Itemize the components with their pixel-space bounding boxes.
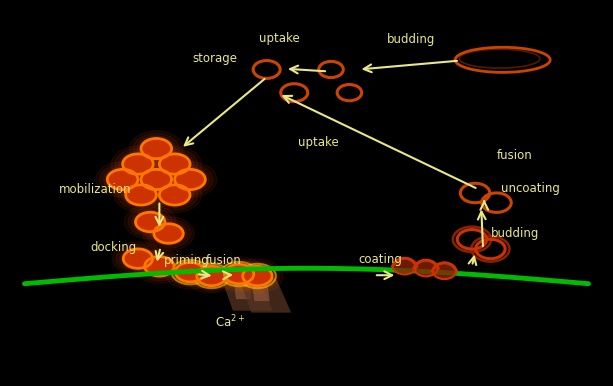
Polygon shape xyxy=(239,278,291,313)
Ellipse shape xyxy=(126,185,156,205)
Ellipse shape xyxy=(414,260,438,276)
Ellipse shape xyxy=(122,182,160,208)
Ellipse shape xyxy=(104,167,142,192)
Text: budding: budding xyxy=(491,227,539,240)
Ellipse shape xyxy=(123,154,153,174)
Ellipse shape xyxy=(217,259,261,289)
Ellipse shape xyxy=(129,131,183,166)
Ellipse shape xyxy=(114,177,168,213)
Ellipse shape xyxy=(151,180,197,210)
Ellipse shape xyxy=(151,149,197,179)
Ellipse shape xyxy=(197,266,226,286)
Text: docking: docking xyxy=(90,241,137,254)
Ellipse shape xyxy=(137,136,175,161)
Ellipse shape xyxy=(186,259,237,293)
Ellipse shape xyxy=(141,254,178,279)
Ellipse shape xyxy=(193,264,230,288)
Text: budding: budding xyxy=(387,33,435,46)
Ellipse shape xyxy=(433,263,456,279)
Ellipse shape xyxy=(164,255,216,289)
Ellipse shape xyxy=(239,264,276,288)
Ellipse shape xyxy=(116,244,160,273)
Ellipse shape xyxy=(120,246,156,271)
Ellipse shape xyxy=(128,207,172,237)
Ellipse shape xyxy=(147,219,191,248)
Ellipse shape xyxy=(224,264,254,284)
Ellipse shape xyxy=(132,210,169,234)
Ellipse shape xyxy=(123,249,153,268)
Text: uncoating: uncoating xyxy=(501,182,560,195)
Text: fusion: fusion xyxy=(206,254,242,267)
Ellipse shape xyxy=(159,185,190,205)
Text: priming: priming xyxy=(164,254,210,267)
Ellipse shape xyxy=(235,261,280,291)
Ellipse shape xyxy=(167,164,213,195)
Text: storage: storage xyxy=(192,52,237,65)
Ellipse shape xyxy=(115,149,161,179)
Ellipse shape xyxy=(129,162,183,197)
Ellipse shape xyxy=(96,162,150,197)
Ellipse shape xyxy=(171,167,209,192)
Ellipse shape xyxy=(221,262,257,286)
Ellipse shape xyxy=(99,164,145,195)
Ellipse shape xyxy=(175,169,205,190)
Ellipse shape xyxy=(168,257,212,287)
Ellipse shape xyxy=(159,154,190,174)
Ellipse shape xyxy=(124,205,176,239)
Ellipse shape xyxy=(189,261,234,291)
Ellipse shape xyxy=(119,151,157,177)
Ellipse shape xyxy=(156,182,194,208)
Ellipse shape xyxy=(133,164,179,195)
Ellipse shape xyxy=(243,266,272,286)
Ellipse shape xyxy=(141,169,172,190)
Ellipse shape xyxy=(150,222,187,245)
Text: fusion: fusion xyxy=(497,149,533,162)
Ellipse shape xyxy=(148,177,202,213)
Polygon shape xyxy=(221,276,273,311)
Ellipse shape xyxy=(118,180,164,210)
Ellipse shape xyxy=(156,151,194,177)
Ellipse shape xyxy=(393,258,416,274)
Text: coating: coating xyxy=(358,253,402,266)
Ellipse shape xyxy=(148,146,202,182)
Ellipse shape xyxy=(107,169,138,190)
Ellipse shape xyxy=(135,212,165,232)
Ellipse shape xyxy=(111,146,165,182)
Ellipse shape xyxy=(154,224,183,243)
Ellipse shape xyxy=(213,257,265,291)
Text: Ca$^{2+}$: Ca$^{2+}$ xyxy=(215,314,245,331)
Text: mobilization: mobilization xyxy=(59,183,131,196)
Ellipse shape xyxy=(134,249,185,283)
Ellipse shape xyxy=(137,252,181,281)
Ellipse shape xyxy=(137,167,175,192)
Ellipse shape xyxy=(145,257,174,276)
Ellipse shape xyxy=(232,259,283,293)
Text: uptake: uptake xyxy=(259,32,299,45)
Polygon shape xyxy=(251,278,270,301)
Ellipse shape xyxy=(143,217,194,251)
Polygon shape xyxy=(233,276,251,299)
Ellipse shape xyxy=(133,134,179,164)
Ellipse shape xyxy=(163,162,217,197)
Text: uptake: uptake xyxy=(299,136,339,149)
Ellipse shape xyxy=(112,242,164,276)
Ellipse shape xyxy=(175,262,205,282)
Ellipse shape xyxy=(141,139,172,159)
Ellipse shape xyxy=(172,260,208,284)
